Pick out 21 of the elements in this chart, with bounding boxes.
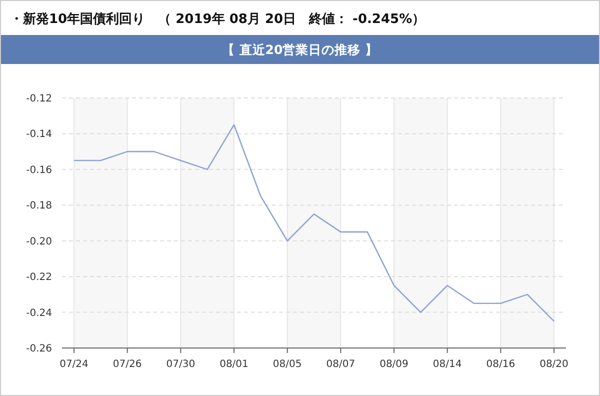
chart-subtitle: 【 直近20営業日の推移 】 [222,42,378,57]
line-series [73,124,555,322]
y-tick-label: -0.18 [26,200,52,212]
y-tick-label: -0.20 [26,236,52,248]
y-tick-label: -0.24 [26,308,52,319]
x-tick-label: 08/01 [220,359,248,370]
x-tick-label: 08/05 [272,359,302,370]
y-tick-label: -0.12 [26,94,52,104]
x-tick-label: 08/09 [380,359,408,370]
y-tick-label: -0.26 [26,344,52,354]
x-tick-label: 07/24 [60,359,88,370]
y-tick-label: -0.16 [26,164,52,176]
x-tick-label: 08/07 [326,359,356,370]
chart-title: ・新発10年国債利回り （ 2019年 08月 20日 終値： -0.245%） [10,11,426,27]
x-tick-label: 07/26 [112,359,142,370]
y-tick-label: -0.22 [26,272,52,284]
y-tick-label: -0.14 [26,129,52,140]
x-tick-label: 08/14 [432,359,462,370]
x-tick-label: 08/20 [540,359,568,370]
x-tick-label: 08/16 [486,359,516,370]
x-tick-label: 07/30 [166,359,196,370]
